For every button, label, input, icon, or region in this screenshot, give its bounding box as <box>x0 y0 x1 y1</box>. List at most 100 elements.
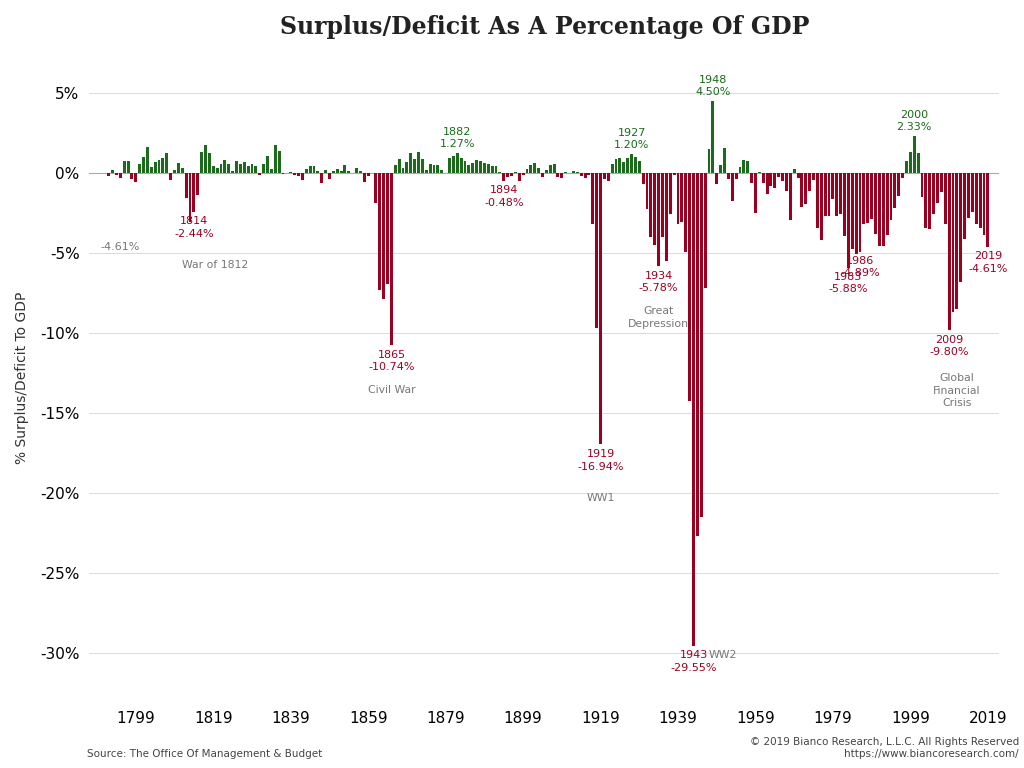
Bar <box>181 168 183 174</box>
Bar <box>951 174 954 313</box>
Bar <box>591 174 594 223</box>
Bar <box>699 174 702 517</box>
Bar <box>169 174 172 180</box>
Bar <box>212 166 215 174</box>
Bar <box>932 174 935 214</box>
Bar <box>173 170 176 174</box>
Bar <box>432 165 435 174</box>
Bar <box>382 174 385 300</box>
Bar <box>401 167 404 174</box>
Bar <box>645 174 648 209</box>
Bar <box>475 160 478 174</box>
Bar <box>154 162 157 174</box>
Bar <box>762 174 765 183</box>
Bar <box>862 174 865 224</box>
Bar <box>893 174 896 208</box>
Bar <box>138 164 141 174</box>
Bar <box>336 170 339 174</box>
Bar <box>734 174 737 179</box>
Bar <box>731 174 733 201</box>
Bar <box>874 174 877 234</box>
Bar <box>572 171 574 174</box>
Bar <box>618 158 622 174</box>
Text: 2019
-4.61%: 2019 -4.61% <box>968 251 1008 273</box>
Bar <box>986 174 989 247</box>
Text: Global
Financial
Crisis: Global Financial Crisis <box>933 373 981 409</box>
Bar <box>940 174 943 192</box>
Bar <box>665 174 668 260</box>
Text: 1865
-10.74%: 1865 -10.74% <box>369 350 415 372</box>
Bar <box>801 174 804 207</box>
Text: -4.61%: -4.61% <box>101 242 140 252</box>
Bar <box>727 174 730 179</box>
Bar <box>677 174 680 224</box>
Text: 1934
-5.78%: 1934 -5.78% <box>639 270 678 293</box>
Bar <box>127 161 129 174</box>
Bar <box>506 174 509 177</box>
Bar <box>769 174 772 186</box>
Text: 1882
1.27%: 1882 1.27% <box>439 127 475 149</box>
Bar <box>378 174 381 290</box>
Bar <box>692 174 695 646</box>
Bar <box>560 174 563 178</box>
Bar <box>804 174 807 204</box>
Bar <box>944 174 946 224</box>
Bar <box>959 174 963 282</box>
Bar <box>588 174 591 175</box>
Bar <box>823 174 826 217</box>
Bar <box>414 159 416 174</box>
Bar <box>754 174 757 213</box>
Bar <box>836 174 839 216</box>
Bar <box>429 164 431 174</box>
Bar <box>847 174 850 267</box>
Bar <box>258 174 261 175</box>
Bar <box>293 174 296 175</box>
Bar <box>440 170 443 174</box>
Bar <box>738 167 741 174</box>
Bar <box>340 170 342 174</box>
Bar <box>785 174 787 191</box>
Bar <box>529 165 532 174</box>
Bar <box>483 163 485 174</box>
Bar <box>808 174 811 191</box>
Bar <box>831 174 835 199</box>
Text: WW1: WW1 <box>587 493 614 503</box>
Bar <box>843 174 846 236</box>
Bar <box>669 174 672 214</box>
Bar <box>564 172 567 174</box>
Bar <box>201 152 203 174</box>
Bar <box>719 165 722 174</box>
Bar <box>262 164 265 174</box>
Text: Great
Depression: Great Depression <box>628 306 689 329</box>
Bar <box>150 167 153 174</box>
Bar <box>123 161 126 174</box>
Bar <box>680 174 683 222</box>
Bar <box>243 162 246 174</box>
Bar <box>521 174 524 175</box>
Bar <box>231 171 234 174</box>
Bar <box>321 174 324 183</box>
Bar <box>890 174 893 220</box>
Bar <box>375 174 378 203</box>
Bar <box>216 167 218 174</box>
Bar <box>886 174 889 235</box>
Bar <box>308 166 311 174</box>
Bar <box>967 174 970 218</box>
Bar <box>247 166 250 174</box>
Bar <box>541 174 544 177</box>
Bar <box>688 174 691 401</box>
Text: Source: The Office Of Management & Budget: Source: The Office Of Management & Budge… <box>87 749 323 759</box>
Bar <box>119 174 122 178</box>
Text: 1986
-4.89%: 1986 -4.89% <box>841 256 880 278</box>
Bar <box>266 157 269 174</box>
Bar <box>165 153 168 174</box>
Bar <box>781 174 784 181</box>
Bar <box>270 169 272 174</box>
Text: 1927
1.20%: 1927 1.20% <box>613 127 649 151</box>
Bar <box>297 174 300 176</box>
Text: 1943
-29.55%: 1943 -29.55% <box>671 650 717 673</box>
Bar <box>347 170 350 174</box>
Bar <box>130 174 133 179</box>
Bar <box>115 174 118 175</box>
Bar <box>452 157 455 174</box>
